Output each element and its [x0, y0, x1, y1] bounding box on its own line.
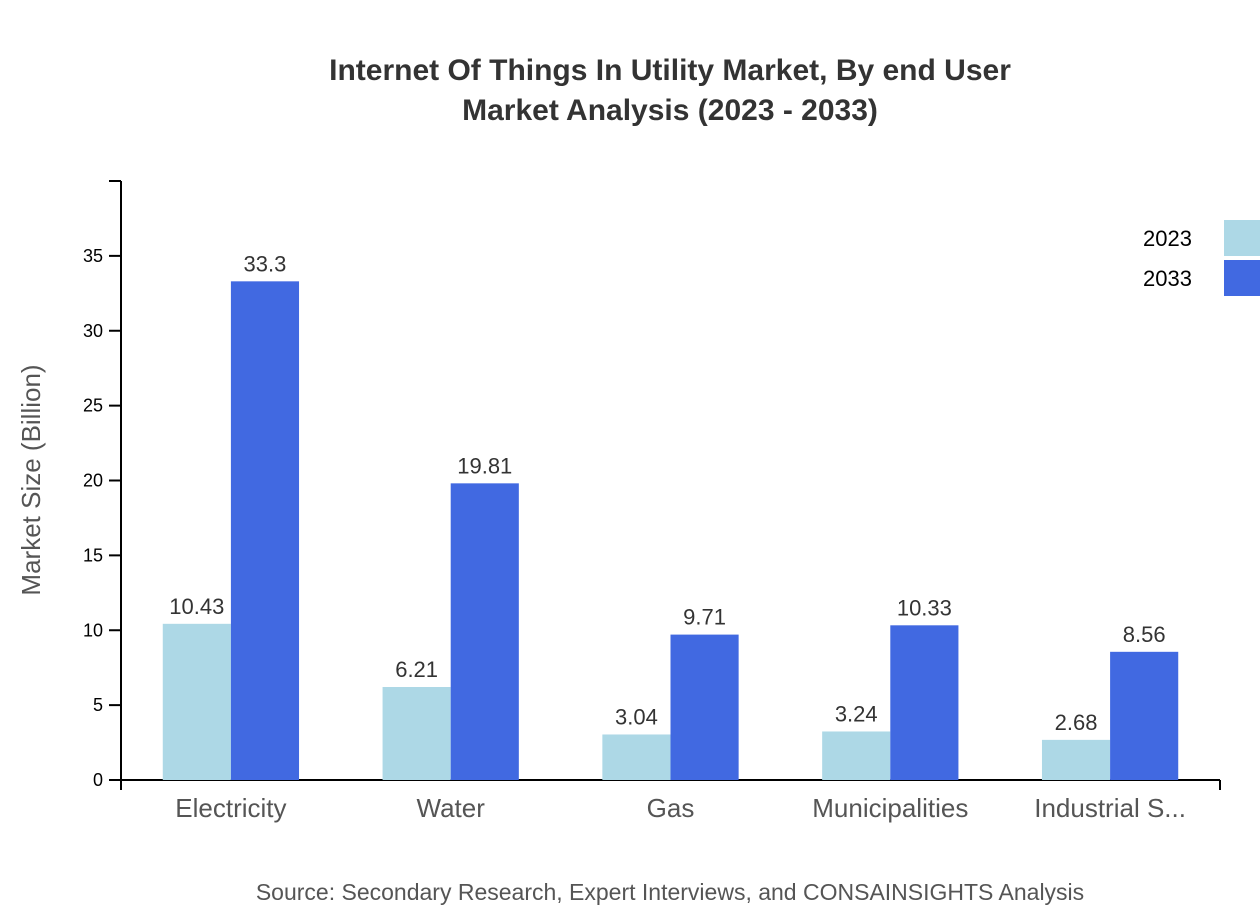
y-tick-label: 20 [83, 471, 103, 491]
x-tick-label: Electricity [175, 793, 286, 823]
legend-label: 2023 [1143, 226, 1192, 251]
x-tick-label: Industrial S... [1034, 793, 1186, 823]
chart-title-line-1: Internet Of Things In Utility Market, By… [329, 54, 1011, 87]
legend-swatch [1224, 220, 1260, 256]
data-label: 2.68 [1055, 710, 1098, 735]
bar-2033 [1110, 651, 1179, 780]
bar-2023 [1041, 739, 1111, 780]
y-axis-label: Market Size (Billion) [16, 364, 46, 595]
x-tick-label: Water [417, 793, 486, 823]
legend-swatch [1224, 260, 1260, 296]
x-axis: Electricity Water Gas Municipalities Industr… [120, 779, 1221, 823]
chart-title-line-2: Market Analysis (2023 - 2033) [462, 94, 878, 127]
bar-2023 [822, 731, 891, 780]
data-label: 9.71 [683, 605, 726, 630]
y-tick-label: 10 [83, 620, 103, 640]
data-label: 19.81 [457, 453, 512, 478]
x-tick-label: Municipalities [812, 793, 968, 823]
y-tick-label: 15 [83, 545, 103, 565]
data-label: 6.21 [395, 657, 438, 682]
data-label: 33.3 [244, 251, 287, 276]
source-note: Source: Secondary Research, Expert Inter… [256, 879, 1084, 905]
y-tick-label: 25 [83, 396, 103, 416]
bar-2033 [670, 634, 739, 780]
data-label: 8.56 [1123, 622, 1166, 647]
y-tick-label: 5 [93, 695, 103, 715]
legend: 2023 2033 [1143, 220, 1260, 296]
y-tick-label: 30 [83, 321, 103, 341]
x-tick-label: Gas [647, 793, 695, 823]
y-tick-label: 35 [83, 246, 103, 266]
bar-2033 [890, 625, 959, 780]
legend-label: 2033 [1143, 266, 1192, 291]
data-label: 10.43 [169, 594, 224, 619]
bar-2033 [450, 483, 519, 780]
data-label: 3.24 [835, 701, 878, 726]
bar-2023 [602, 734, 671, 780]
bar-2023 [382, 687, 451, 780]
data-label: 3.04 [615, 704, 658, 729]
y-tick-label: 0 [93, 770, 103, 790]
bar-2033 [230, 281, 300, 780]
data-label: 10.33 [897, 595, 952, 620]
bar-2023 [162, 623, 231, 780]
bars: 10.43 33.3 6.21 19.81 3.04 9.71 3.24 10.33 2.68 8… [162, 251, 1179, 780]
y-axis: 0 5 10 15 20 25 30 35 [83, 180, 122, 790]
